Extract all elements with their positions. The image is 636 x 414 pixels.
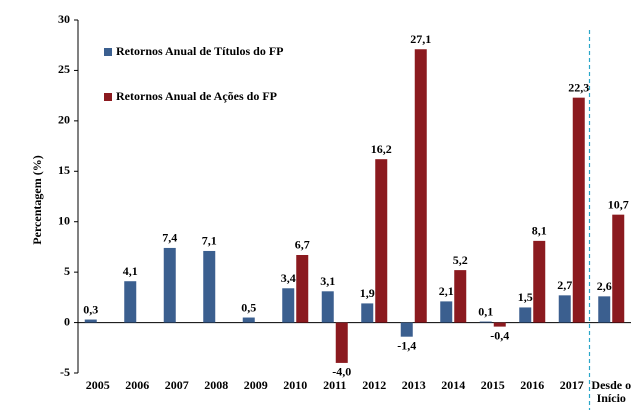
x-tick-label: 2017 [559, 378, 584, 392]
bar [533, 240, 546, 323]
value-label: 7,4 [162, 231, 177, 245]
x-tick-label: Desde o Início [591, 378, 632, 405]
x-tick-label: 2005 [85, 378, 110, 392]
value-label: 16,2 [371, 142, 392, 156]
y-tick-label: 5 [64, 264, 70, 278]
x-tick-label: 2011 [323, 378, 347, 392]
y-tick-label: 10 [58, 213, 70, 227]
value-label: -4,0 [332, 365, 351, 379]
x-tick-label: 2008 [204, 378, 229, 392]
bar [558, 295, 571, 323]
bar [493, 322, 506, 327]
value-label: 1,5 [518, 290, 533, 304]
x-tick-label: 2012 [362, 378, 387, 392]
y-tick-label: -5 [60, 365, 70, 379]
value-label: 27,1 [410, 32, 431, 46]
legend-label: Retornos Anual de Títulos do FP [116, 44, 283, 58]
bar [479, 321, 492, 323]
y-tick-label: 0 [64, 314, 70, 328]
value-label: 10,7 [608, 197, 629, 211]
value-label: 0,1 [478, 304, 493, 318]
value-label: 0,5 [241, 300, 256, 314]
legend-label: Retornos Anual de Ações do FP [116, 89, 277, 103]
x-tick-label: 2007 [164, 378, 189, 392]
y-tick-label: 25 [58, 62, 70, 76]
value-label: 2,6 [597, 279, 612, 293]
value-label: -1,4 [397, 338, 416, 352]
y-tick-label: 15 [58, 163, 70, 177]
value-label: 1,9 [360, 286, 375, 300]
legend-swatch [104, 93, 112, 101]
value-label: 3,4 [281, 271, 296, 285]
value-label: 4,1 [123, 264, 138, 278]
value-label: 6,7 [295, 238, 310, 252]
x-tick-label: 2014 [441, 378, 466, 392]
bar [572, 97, 585, 323]
bar [361, 303, 374, 323]
y-axis-label: Percentagem (%) [30, 155, 44, 244]
value-label: 3,1 [320, 274, 335, 288]
value-label: 22,3 [568, 80, 589, 94]
x-tick-label: 2010 [283, 378, 308, 392]
bar [124, 281, 137, 323]
bar [296, 254, 309, 323]
value-label: 8,1 [532, 224, 547, 238]
y-tick-label: 20 [58, 113, 70, 127]
value-label: 2,7 [557, 278, 572, 292]
x-tick-label: 2016 [520, 378, 545, 392]
bar [440, 301, 453, 323]
value-label: 7,1 [202, 234, 217, 248]
bar [375, 159, 388, 323]
bar [454, 270, 467, 323]
bar [321, 291, 334, 323]
bar [242, 317, 255, 323]
bar [282, 288, 295, 323]
bar [414, 49, 427, 323]
y-tick-label: 30 [58, 12, 70, 26]
bar [163, 247, 176, 323]
bar [598, 296, 611, 323]
value-label: -0,4 [490, 328, 509, 342]
bar [84, 319, 97, 323]
x-tick-label: 2013 [401, 378, 426, 392]
value-label: 2,1 [439, 284, 454, 298]
value-label: 5,2 [453, 253, 468, 267]
value-label: 0,3 [83, 302, 98, 316]
bar [400, 322, 413, 337]
x-tick-label: 2006 [125, 378, 150, 392]
legend-swatch [104, 48, 112, 56]
bar [203, 250, 216, 323]
bar [519, 307, 532, 323]
bar [335, 322, 348, 363]
bar [612, 214, 625, 323]
x-tick-label: 2015 [480, 378, 505, 392]
x-tick-label: 2009 [243, 378, 268, 392]
